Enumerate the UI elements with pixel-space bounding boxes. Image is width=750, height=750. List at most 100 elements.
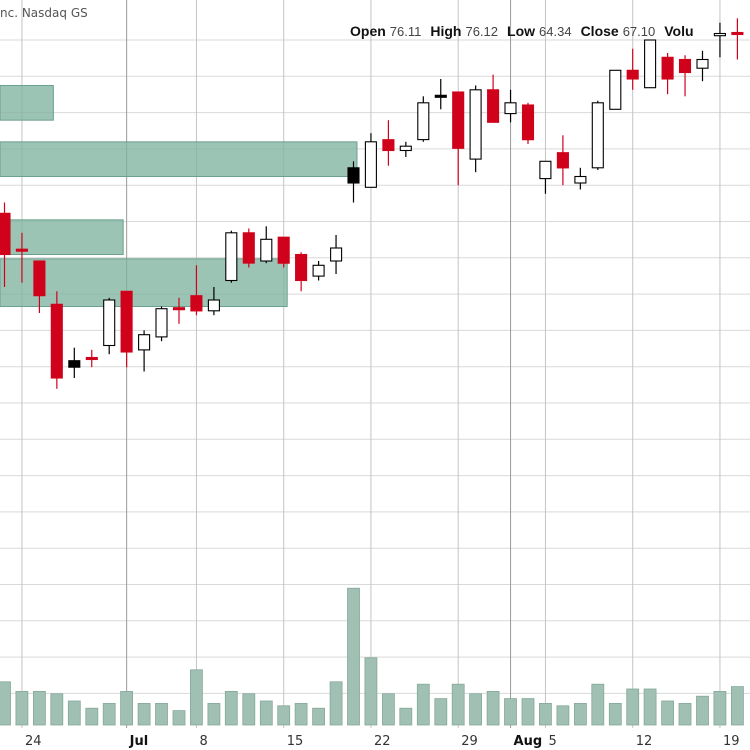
- candle-body: [521, 104, 535, 141]
- candle-body: [295, 253, 308, 282]
- volume-bar: [381, 693, 395, 726]
- candle-body: [574, 175, 587, 184]
- candle: [417, 96, 430, 142]
- candle-body: [731, 31, 744, 36]
- volume-bar: [469, 693, 483, 726]
- candle: [609, 69, 622, 110]
- volume-bar: [416, 683, 430, 726]
- candle: [644, 39, 657, 89]
- ohlc-label: Close: [581, 23, 619, 39]
- candle-body: [504, 102, 517, 115]
- candle: [312, 261, 325, 281]
- x-tick-label: 24: [25, 734, 42, 749]
- candle: [399, 141, 412, 157]
- volume-bar: [713, 691, 727, 726]
- candle-body: [434, 94, 447, 98]
- candle: [539, 160, 552, 194]
- volume-bars: [0, 587, 744, 726]
- candle-body: [225, 232, 238, 282]
- candle-body: [312, 264, 325, 277]
- volume-bar: [33, 691, 46, 726]
- volume-bar: [608, 703, 622, 726]
- candle-body: [382, 139, 395, 152]
- candle: [120, 290, 133, 368]
- candle-body: [103, 299, 116, 347]
- price-zone: [0, 258, 288, 308]
- ohlc-value: 67.10: [623, 24, 656, 39]
- candle: [661, 53, 674, 95]
- candle-body: [120, 290, 133, 353]
- candle: [487, 74, 500, 123]
- volume-bar: [242, 693, 256, 726]
- candle: [731, 18, 744, 60]
- candle-body: [696, 58, 709, 69]
- candle-body: [364, 141, 377, 188]
- volume-bar: [329, 681, 343, 726]
- ohlc-value: 76.11: [390, 24, 422, 39]
- candle: [207, 287, 220, 316]
- volume-bar: [277, 705, 291, 726]
- candle-body: [591, 102, 604, 169]
- candle: [591, 100, 604, 170]
- candle: [330, 235, 343, 274]
- volume-bar: [85, 707, 99, 726]
- volume-bar: [696, 695, 709, 726]
- candle: [574, 167, 587, 190]
- x-tick-label: 22: [374, 734, 391, 749]
- candle: [347, 161, 360, 203]
- candle-body: [15, 248, 28, 252]
- candle-body: [417, 102, 430, 141]
- volume-bar: [591, 683, 605, 726]
- candle-body: [33, 260, 46, 297]
- volume-bar: [207, 703, 221, 726]
- chart-title: nc. Nasdaq GS: [0, 6, 88, 20]
- volume-bar: [312, 707, 326, 726]
- candle: [521, 102, 535, 144]
- volume-bar: [434, 698, 448, 726]
- volume-bar: [259, 700, 273, 726]
- candle-body: [138, 334, 151, 351]
- volume-bar: [521, 698, 535, 726]
- candle: [277, 236, 290, 268]
- candle: [0, 202, 11, 287]
- volume-bar: [67, 700, 81, 726]
- volume-bar: [294, 703, 308, 726]
- candle: [190, 265, 203, 316]
- candle-body: [242, 232, 255, 264]
- volume-bar: [574, 703, 587, 726]
- candle: [382, 120, 395, 166]
- candle: [713, 22, 726, 58]
- volume-bar: [486, 691, 500, 726]
- volume-bar: [364, 657, 378, 726]
- candles: [0, 18, 744, 389]
- x-tick-label: 19: [723, 734, 740, 749]
- candle: [434, 79, 447, 110]
- volume-bar: [224, 691, 238, 726]
- x-tick-label: 29: [461, 734, 478, 749]
- candle: [85, 349, 98, 368]
- x-tick-label: 15: [287, 734, 304, 749]
- candle: [469, 85, 482, 173]
- candle: [556, 135, 569, 186]
- candle-body: [452, 91, 465, 149]
- volume-bar: [504, 698, 517, 726]
- candle-body: [207, 299, 220, 312]
- volume-bar: [661, 700, 674, 726]
- candle: [364, 133, 377, 188]
- volume-bar: [137, 703, 151, 726]
- candle-body: [172, 307, 186, 311]
- volume-bar: [172, 710, 186, 726]
- candle: [504, 89, 517, 123]
- candle-body: [330, 247, 343, 262]
- candle: [225, 230, 238, 283]
- volume-bar: [626, 688, 640, 726]
- volume-bar: [155, 703, 168, 726]
- candle: [138, 330, 151, 372]
- candle-body: [85, 356, 98, 361]
- candle-body: [50, 303, 63, 379]
- x-tick-label: 5: [548, 734, 556, 749]
- x-tick-label: 12: [636, 734, 653, 749]
- candle-body: [399, 145, 412, 152]
- volume-bar: [0, 681, 11, 726]
- x-axis-ticks: 24 Jul 8 15 22 29 Aug 5 12 19: [25, 734, 740, 749]
